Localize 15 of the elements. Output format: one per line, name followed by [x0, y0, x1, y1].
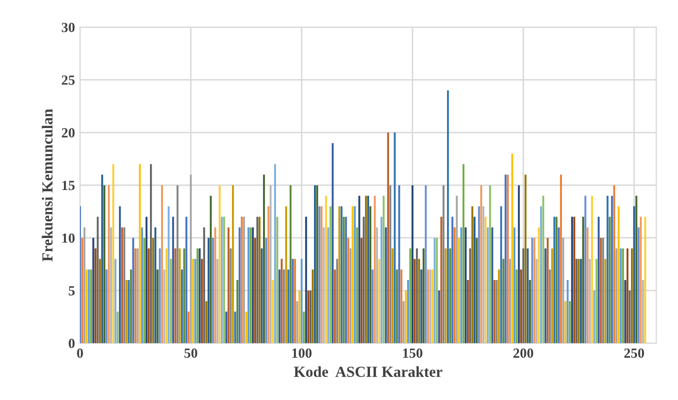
x-tick-label: 0	[77, 348, 83, 358]
x-tick-label: 250	[624, 348, 644, 358]
y-tick-label: 30	[62, 22, 75, 32]
x-axis-title: Kode ASCII Karakter	[294, 366, 442, 377]
x-tick-label: 200	[513, 348, 534, 358]
y-tick-label: 0	[68, 338, 75, 348]
y-tick-label: 15	[62, 180, 75, 190]
x-tick-label: 150	[403, 348, 422, 358]
x-tick-label: 100	[292, 348, 312, 358]
y-tick-label: 10	[62, 233, 75, 243]
y-tick-label: 25	[62, 75, 75, 85]
y-tick-label: 20	[62, 128, 75, 138]
x-tick-label: 50	[184, 348, 198, 358]
y-axis-title: Frekuensi Kemunculan	[42, 108, 53, 262]
y-tick-label: 5	[68, 286, 75, 296]
